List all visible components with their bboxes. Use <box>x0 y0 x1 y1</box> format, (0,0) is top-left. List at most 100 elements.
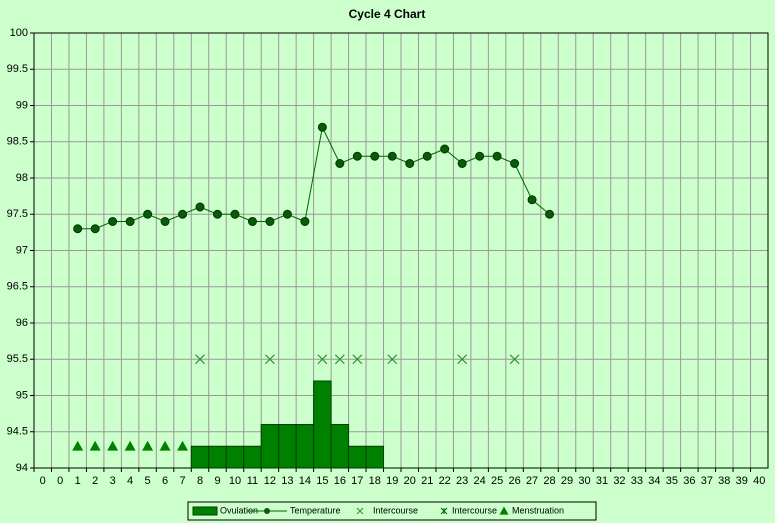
menstruation-marker <box>72 440 84 451</box>
y-tick-label: 99.5 <box>7 63 28 75</box>
legend-label: Intercourse <box>373 505 418 515</box>
temperature-line <box>77 125 550 230</box>
bar <box>313 380 332 469</box>
temperature-point <box>282 209 292 219</box>
bar <box>243 445 262 469</box>
y-tick-label: 97 <box>16 244 28 256</box>
temperature-point <box>125 217 135 226</box>
x-tick-label: 16 <box>334 475 346 487</box>
menstruation-marker <box>89 440 101 451</box>
temperature-point <box>545 209 555 219</box>
x-tick-label: 6 <box>162 475 168 487</box>
x-tick-label: 17 <box>351 475 363 487</box>
x-tick-label: 0 <box>40 475 46 487</box>
bar <box>190 445 210 469</box>
intercourse-marker <box>352 354 363 365</box>
legend-key <box>356 507 364 515</box>
x-tick-label: 40 <box>753 475 765 487</box>
bar <box>295 424 315 469</box>
bar <box>330 424 350 469</box>
intercourse-marker <box>265 354 275 365</box>
temperature-point <box>160 217 170 226</box>
temperature-point <box>195 202 205 212</box>
plot-border <box>33 32 769 469</box>
legend-box <box>187 501 597 521</box>
y-tick-label: 94.5 <box>7 426 28 438</box>
temperature-point <box>108 217 118 226</box>
temperature-point <box>247 217 257 226</box>
x-tick-label: 38 <box>718 475 730 487</box>
legend-label: Temperature <box>290 505 341 515</box>
y-tick-label: 98 <box>16 172 28 184</box>
temperature-point <box>457 159 467 168</box>
x-tick-label: 39 <box>736 475 748 487</box>
x-tick-label: 32 <box>613 475 625 487</box>
x-tick-label: 8 <box>197 475 203 487</box>
temperature-point <box>475 151 485 161</box>
x-tick-label: 11 <box>247 475 258 487</box>
x-tick-label: 25 <box>491 475 503 487</box>
x-tick-label: 26 <box>508 475 520 487</box>
x-tick-label: 0 <box>57 475 63 487</box>
menstruation-marker <box>124 440 136 451</box>
x-tick-label: 34 <box>648 475 660 487</box>
menstruation-marker <box>177 440 189 451</box>
legend-key <box>440 507 448 515</box>
menstruation-marker <box>142 440 154 451</box>
x-tick-label: 13 <box>281 475 293 487</box>
temperature-point <box>213 209 222 219</box>
x-tick-label: 18 <box>369 475 381 487</box>
x-tick-label: 9 <box>214 475 220 487</box>
temperature-point <box>90 224 100 234</box>
temperature-point <box>265 217 275 226</box>
bar <box>225 445 245 469</box>
y-tick-label: 95.5 <box>7 353 28 365</box>
bar <box>278 424 297 469</box>
bar <box>365 445 385 469</box>
y-tick-label: 96.5 <box>7 281 28 293</box>
temperature-point <box>300 217 310 226</box>
intercourse-marker <box>334 354 345 365</box>
x-tick-label: 10 <box>229 475 241 487</box>
x-tick-label: 36 <box>683 475 695 487</box>
temperature-point <box>143 209 153 219</box>
menstruation-marker <box>159 440 171 451</box>
x-tick-label: 2 <box>92 475 98 487</box>
x-tick-label: 29 <box>561 475 573 487</box>
intercourse-marker <box>387 354 398 365</box>
x-tick-label: 24 <box>474 475 486 487</box>
x-tick-label: 19 <box>386 475 398 487</box>
legend: Ovulation Temperature Intercourse Intercour… <box>192 505 564 516</box>
bar <box>348 445 367 469</box>
x-tick-label: 3 <box>110 475 116 487</box>
x-tick-label: 7 <box>179 475 185 487</box>
bar <box>260 424 280 469</box>
legend-label: Menstruation <box>512 505 564 515</box>
x-tick-label: 22 <box>439 475 451 487</box>
temperature-point <box>335 159 345 168</box>
x-tick-label: 21 <box>421 475 433 487</box>
intercourse-marker <box>195 354 205 365</box>
y-tick-label: 97.5 <box>7 208 28 220</box>
temperature-point <box>405 159 415 168</box>
x-tick-label: 4 <box>127 475 133 487</box>
x-tick-label: 5 <box>145 475 151 487</box>
y-tick-label: 99 <box>16 99 28 111</box>
bar <box>208 445 227 469</box>
x-tick-label: 27 <box>526 475 538 487</box>
temperature-point <box>510 159 520 168</box>
y-tick-label: 98.5 <box>7 136 28 148</box>
temperature-point <box>352 151 362 161</box>
x-tick-label: 23 <box>456 475 468 487</box>
temperature-point <box>527 195 537 205</box>
intercourse-marker <box>457 354 468 365</box>
x-tick-label: 14 <box>299 475 311 487</box>
temperature-point <box>230 209 240 219</box>
intercourse-marker <box>509 354 520 365</box>
temperature-point <box>440 144 450 154</box>
x-tick-label: 28 <box>543 475 555 487</box>
temperature-point <box>370 151 380 161</box>
temperature-point <box>317 122 327 132</box>
temperature-point <box>387 151 397 161</box>
